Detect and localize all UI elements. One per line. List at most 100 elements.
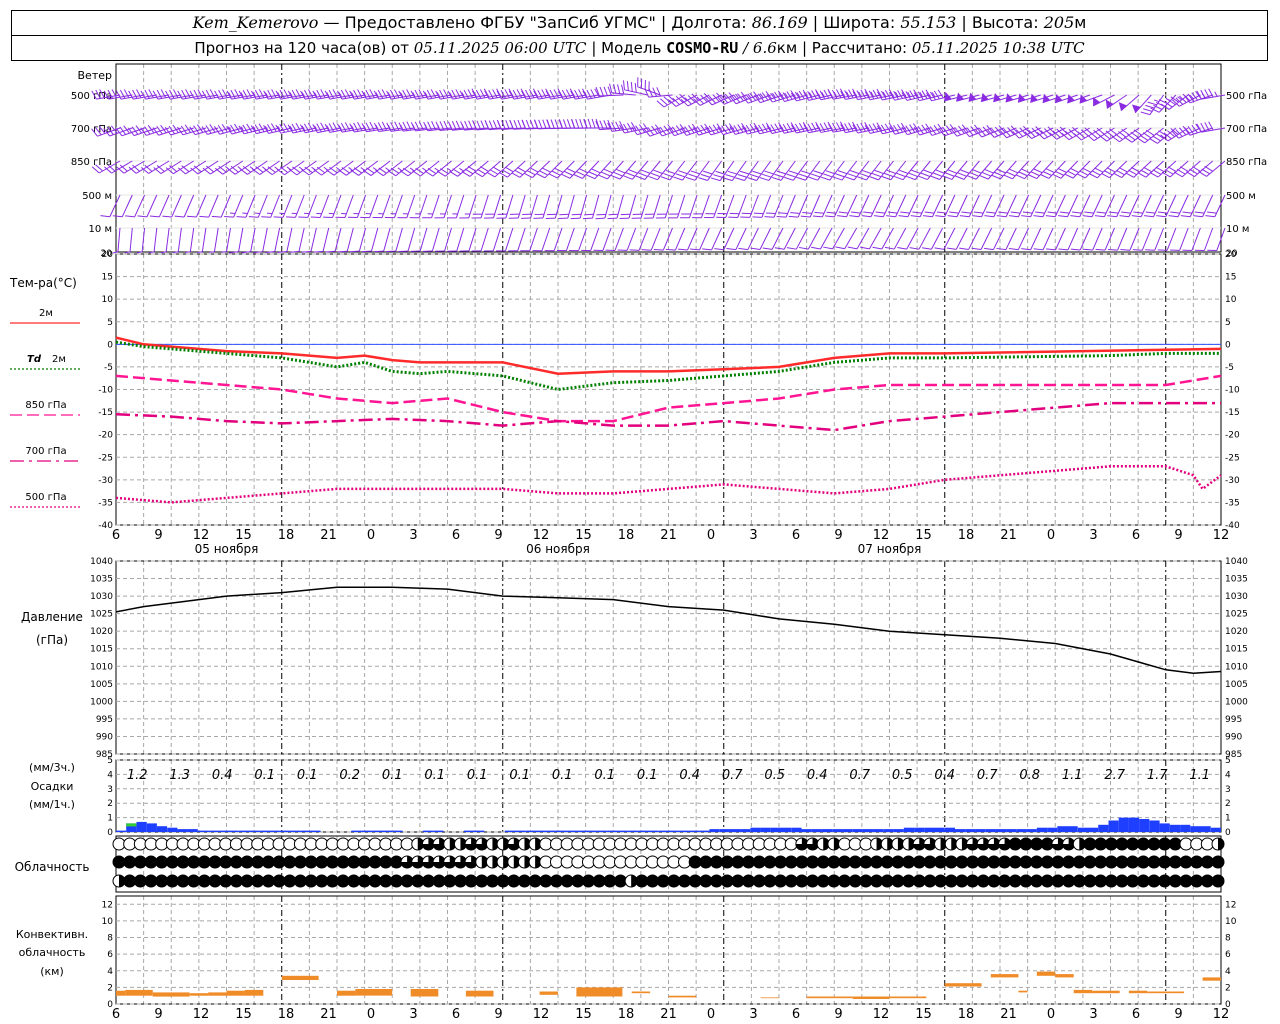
barb-full [647, 127, 655, 136]
barb-full [826, 211, 837, 214]
wind-barb [653, 227, 673, 251]
cloud-fill [923, 856, 936, 868]
precip-bar [903, 827, 914, 832]
barb-full [906, 175, 916, 181]
barb-full [1059, 126, 1068, 134]
barb-full [398, 250, 409, 252]
convective-bar [189, 993, 209, 996]
barb-half [266, 212, 273, 215]
barb-full [654, 124, 662, 133]
barb-full [316, 123, 322, 133]
wind-barb [310, 194, 330, 218]
y-tick-label-right: 10 [1225, 917, 1237, 927]
cloud-fill [251, 875, 264, 887]
barb-full [1155, 132, 1164, 139]
barb-half [338, 92, 342, 98]
barb-staff [773, 194, 784, 218]
wind-level-label-left: 10 м [89, 224, 112, 235]
barb-full [144, 164, 153, 172]
barb-full [1183, 127, 1191, 136]
cloud-fill [337, 856, 350, 868]
cloud-fill [603, 875, 616, 887]
barb-full [522, 213, 532, 215]
barb-full [1145, 129, 1155, 136]
barb-full [859, 173, 870, 178]
barb-full [675, 173, 686, 178]
barb-full [558, 217, 568, 220]
barb-full [741, 125, 748, 135]
precip-total-label: 1.1 [1062, 768, 1083, 783]
convective-bar [668, 995, 697, 998]
barb-full [588, 171, 598, 177]
wind-barb [991, 160, 1017, 180]
wind-barb [226, 123, 256, 135]
barb-full [387, 170, 397, 177]
wind-barb [679, 194, 698, 219]
barb-staff [319, 194, 330, 218]
barb-full [455, 89, 461, 99]
wind-barb [1064, 160, 1091, 179]
model-name: COSMO-RU [666, 39, 739, 57]
barb-full [586, 174, 596, 180]
cloud-fill [699, 875, 712, 887]
barb-full [205, 165, 215, 173]
cloud-fill [433, 838, 446, 851]
barb-full [1140, 111, 1150, 116]
hour-label: 3 [409, 528, 417, 543]
barb-half [446, 167, 452, 172]
barb-full [1160, 134, 1169, 142]
barb-full [214, 90, 220, 100]
cloud-symbol [912, 837, 926, 851]
convective-bar [990, 974, 1019, 978]
barb-full [177, 126, 184, 136]
cloud-fill [507, 838, 520, 850]
barb-full [811, 122, 817, 132]
panel-6-grid [115, 895, 1222, 1005]
barb-full [741, 95, 749, 104]
barb-full [435, 121, 441, 131]
barb-full [666, 94, 675, 102]
barb-full [786, 247, 797, 250]
cloud-fill [1218, 838, 1224, 850]
precip-total-label: 1.2 [127, 768, 148, 783]
barb-staff [968, 227, 980, 250]
barb-staff [1178, 94, 1201, 107]
wind-barb [913, 123, 943, 136]
barb-full [644, 213, 655, 215]
barb-full [427, 168, 437, 175]
barb-full [1156, 215, 1166, 218]
barb-full [607, 86, 612, 96]
barb-full [848, 122, 854, 132]
cloud-symbol [315, 874, 329, 888]
wind-barb [728, 194, 747, 218]
barb-staff [1168, 94, 1189, 110]
wind-barb [698, 160, 723, 181]
wind-barb [922, 227, 944, 250]
cloud-fill [881, 856, 894, 868]
barb-full [508, 88, 514, 98]
barb-staff [250, 227, 256, 252]
temperature-series-line [115, 340, 1221, 392]
barb-full [1056, 128, 1064, 136]
barb-full [199, 215, 209, 218]
wind-barb [435, 227, 452, 252]
cloud-fill [347, 875, 360, 887]
barb-staff [747, 94, 771, 104]
cloud-fill [1158, 838, 1171, 850]
barb-full [741, 212, 752, 215]
barb-full [690, 248, 700, 251]
precip-total-label: 0.4 [212, 768, 233, 783]
wind-barb [984, 227, 1005, 251]
precip-totals: 1.2 1.3 0.4 0.1 0.1 0.2 0.1 0.1 0.1 0.1 0.1 0.1 0.1 0… [127, 768, 1210, 783]
barb-full [1028, 129, 1036, 138]
barb-pennant [1131, 104, 1141, 113]
wind-barb [619, 194, 637, 219]
precip-bar [1088, 827, 1099, 832]
precip-bar [658, 830, 669, 832]
y-tick-label-right: 0 [1225, 1000, 1231, 1010]
precip-bar [832, 829, 843, 832]
cloud-fill [1073, 875, 1086, 887]
barb-full [691, 123, 699, 133]
barb-full [663, 173, 673, 178]
wind-barb [350, 160, 379, 176]
